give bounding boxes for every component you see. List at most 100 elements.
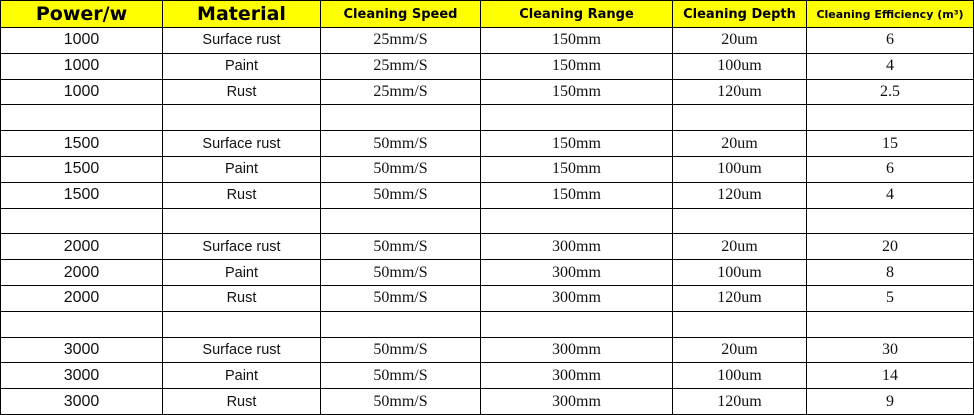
cell-material: Surface rust	[162, 130, 321, 157]
cell-power: 3000	[0, 362, 163, 390]
cell-power: 1500	[0, 130, 163, 157]
cell-material: Paint	[162, 362, 321, 390]
cell-cleaning-speed: 50mm/S	[320, 259, 481, 286]
cell-cleaning-efficiency	[806, 104, 974, 132]
cell-cleaning-speed: 50mm/S	[320, 233, 481, 261]
cell-cleaning-efficiency: 15	[806, 130, 974, 157]
header-power: Power/w	[0, 0, 163, 28]
cell-cleaning-speed: 25mm/S	[320, 78, 481, 106]
cell-cleaning-speed: 50mm/S	[320, 388, 481, 415]
cell-power: 2000	[0, 284, 163, 312]
cell-cleaning-speed: 50mm/S	[320, 155, 481, 183]
cell-cleaning-range: 300mm	[480, 388, 673, 415]
cell-power: 1500	[0, 155, 163, 183]
cell-material: Rust	[162, 284, 321, 312]
cell-cleaning-efficiency: 30	[806, 336, 974, 364]
spacer-row	[0, 310, 974, 338]
cell-material: Paint	[162, 155, 321, 183]
cell-cleaning-range: 300mm	[480, 362, 673, 390]
cell-cleaning-speed: 50mm/S	[320, 284, 481, 312]
cell-cleaning-range: 300mm	[480, 233, 673, 261]
cell-cleaning-speed: 50mm/S	[320, 362, 481, 390]
cell-power: 3000	[0, 336, 163, 364]
cell-cleaning-range: 300mm	[480, 284, 673, 312]
cell-cleaning-efficiency: 4	[806, 52, 974, 80]
header-cleaning-range: Cleaning Range	[480, 0, 673, 28]
table-row: 2000 Surface rust 50mm/S 300mm 20um 20	[0, 233, 974, 261]
spacer-row	[0, 104, 974, 132]
cell-cleaning-efficiency: 2.5	[806, 78, 974, 106]
cell-cleaning-depth: 100um	[672, 259, 807, 286]
cell-material	[162, 207, 321, 235]
cell-cleaning-speed: 25mm/S	[320, 52, 481, 80]
cell-power	[0, 310, 163, 338]
cell-cleaning-efficiency: 4	[806, 181, 974, 209]
cell-cleaning-efficiency: 9	[806, 388, 974, 415]
cell-cleaning-depth: 120um	[672, 388, 807, 415]
cell-cleaning-depth: 20um	[672, 233, 807, 261]
cell-power: 2000	[0, 259, 163, 286]
cell-cleaning-speed	[320, 310, 481, 338]
cell-cleaning-efficiency: 14	[806, 362, 974, 390]
table-row: 1000 Surface rust 25mm/S 150mm 20um 6	[0, 27, 974, 54]
cell-cleaning-depth: 20um	[672, 130, 807, 157]
table-row: 2000 Rust 50mm/S 300mm 120um 5	[0, 284, 974, 312]
cell-cleaning-depth: 120um	[672, 78, 807, 106]
cell-cleaning-speed	[320, 207, 481, 235]
cell-power	[0, 104, 163, 132]
spacer-row	[0, 207, 974, 235]
table-row: 1500 Surface rust 50mm/S 150mm 20um 15	[0, 130, 974, 157]
cell-cleaning-speed: 50mm/S	[320, 336, 481, 364]
cell-material: Surface rust	[162, 27, 321, 54]
cell-cleaning-speed: 50mm/S	[320, 181, 481, 209]
cell-cleaning-range: 150mm	[480, 27, 673, 54]
table-row: 2000 Paint 50mm/S 300mm 100um 8	[0, 259, 974, 286]
cell-material	[162, 104, 321, 132]
table-row: 1000 Rust 25mm/S 150mm 120um 2.5	[0, 78, 974, 106]
cell-cleaning-depth: 20um	[672, 336, 807, 364]
cell-cleaning-range: 300mm	[480, 336, 673, 364]
cell-cleaning-depth: 100um	[672, 155, 807, 183]
table-row: 3000 Paint 50mm/S 300mm 100um 14	[0, 362, 974, 390]
cell-cleaning-range	[480, 310, 673, 338]
cell-cleaning-efficiency: 8	[806, 259, 974, 286]
cell-material: Paint	[162, 52, 321, 80]
cell-power: 1000	[0, 52, 163, 80]
cell-power: 3000	[0, 388, 163, 415]
cell-cleaning-efficiency: 6	[806, 155, 974, 183]
header-cleaning-efficiency: Cleaning Efficiency (m³)	[806, 0, 974, 28]
header-cleaning-depth: Cleaning Depth	[672, 0, 807, 28]
cell-cleaning-depth: 100um	[672, 362, 807, 390]
cell-power: 1500	[0, 181, 163, 209]
table-row: 3000 Rust 50mm/S 300mm 120um 9	[0, 388, 974, 415]
cell-cleaning-speed: 25mm/S	[320, 27, 481, 54]
cell-power: 2000	[0, 233, 163, 261]
cell-cleaning-depth: 120um	[672, 284, 807, 312]
cell-cleaning-speed: 50mm/S	[320, 130, 481, 157]
cell-cleaning-range: 300mm	[480, 259, 673, 286]
cell-cleaning-range: 150mm	[480, 78, 673, 106]
cell-power: 1000	[0, 78, 163, 106]
table-row: 1500 Rust 50mm/S 150mm 120um 4	[0, 181, 974, 209]
cell-power	[0, 207, 163, 235]
cell-material: Rust	[162, 388, 321, 415]
table-row: 3000 Surface rust 50mm/S 300mm 20um 30	[0, 336, 974, 364]
cell-cleaning-efficiency	[806, 207, 974, 235]
cell-cleaning-depth: 20um	[672, 27, 807, 54]
cell-cleaning-depth	[672, 104, 807, 132]
cell-cleaning-speed	[320, 104, 481, 132]
cell-cleaning-depth	[672, 310, 807, 338]
cell-cleaning-depth: 120um	[672, 181, 807, 209]
cell-material: Paint	[162, 259, 321, 286]
cell-cleaning-depth: 100um	[672, 52, 807, 80]
cell-power: 1000	[0, 27, 163, 54]
cell-material: Rust	[162, 78, 321, 106]
table-row: 1000 Paint 25mm/S 150mm 100um 4	[0, 52, 974, 80]
cell-material: Rust	[162, 181, 321, 209]
cell-cleaning-efficiency: 20	[806, 233, 974, 261]
cell-cleaning-range: 150mm	[480, 130, 673, 157]
cell-material	[162, 310, 321, 338]
cell-cleaning-range	[480, 104, 673, 132]
cell-cleaning-efficiency: 6	[806, 27, 974, 54]
